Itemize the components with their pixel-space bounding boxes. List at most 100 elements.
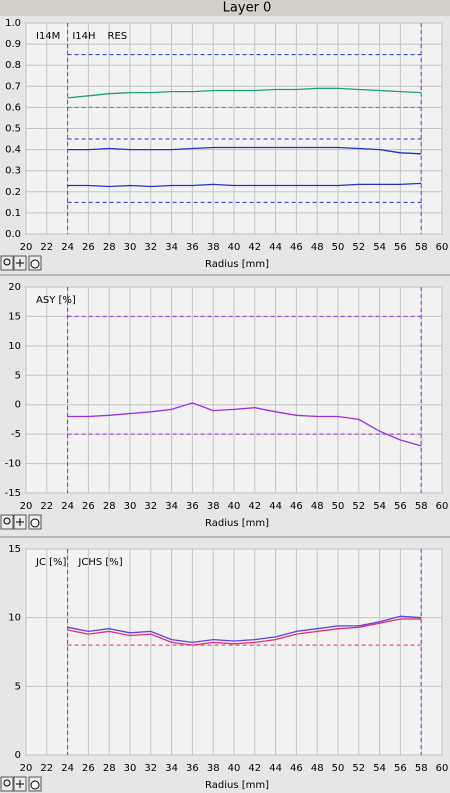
x-tick-label: 34 bbox=[165, 242, 178, 253]
x-tick-label: 56 bbox=[394, 242, 407, 253]
x-tick-label: 54 bbox=[373, 763, 386, 774]
pan-icon bbox=[30, 518, 40, 528]
x-tick-label: 58 bbox=[415, 501, 428, 512]
legend-entry: I14H bbox=[72, 31, 95, 42]
x-tick-label: 38 bbox=[207, 501, 220, 512]
x-tick-label: 20 bbox=[20, 501, 33, 512]
x-tick-label: 28 bbox=[103, 242, 116, 253]
x-tick-label: 52 bbox=[352, 242, 365, 253]
x-tick-label: 28 bbox=[103, 501, 116, 512]
zoom-icon bbox=[3, 258, 11, 266]
y-tick-label: 15 bbox=[8, 544, 21, 555]
legend-entry: I14M bbox=[36, 31, 60, 42]
x-tick-label: 24 bbox=[61, 501, 74, 512]
x-tick-label: 56 bbox=[394, 501, 407, 512]
x-tick-label: 40 bbox=[228, 242, 241, 253]
y-tick-label: 0.6 bbox=[5, 102, 21, 113]
legend-entry: JC [%] bbox=[35, 557, 67, 568]
x-tick-label: 44 bbox=[269, 242, 282, 253]
y-tick-label: 0.9 bbox=[5, 39, 21, 50]
page-title: Layer 0 bbox=[223, 1, 272, 16]
x-tick-label: 48 bbox=[311, 242, 324, 253]
y-tick-label: 0.7 bbox=[5, 81, 21, 92]
x-tick-label: 60 bbox=[436, 501, 449, 512]
x-tick-label: 26 bbox=[82, 763, 95, 774]
x-tick-label: 42 bbox=[248, 242, 261, 253]
y-tick-label: 0.0 bbox=[5, 229, 21, 240]
y-tick-label: 0.5 bbox=[5, 124, 21, 135]
x-tick-label: 26 bbox=[82, 242, 95, 253]
x-axis-label: Radius [mm] bbox=[205, 259, 269, 270]
x-tick-label: 36 bbox=[186, 242, 199, 253]
x-tick-label: 52 bbox=[352, 763, 365, 774]
x-tick-label: 36 bbox=[186, 501, 199, 512]
x-tick-label: 30 bbox=[124, 501, 137, 512]
zoom-button[interactable] bbox=[0, 255, 14, 271]
x-tick-label: 42 bbox=[248, 501, 261, 512]
x-tick-label: 30 bbox=[124, 242, 137, 253]
y-tick-label: 0.2 bbox=[5, 187, 21, 198]
series-line bbox=[67, 615, 422, 644]
y-tick-label: 20 bbox=[8, 282, 21, 293]
pan-icon bbox=[30, 780, 40, 790]
y-tick-label: -15 bbox=[5, 488, 21, 499]
x-tick-label: 38 bbox=[207, 763, 220, 774]
x-tick-label: 40 bbox=[228, 763, 241, 774]
y-tick-label: 0.1 bbox=[5, 208, 21, 219]
x-tick-label: 48 bbox=[311, 763, 324, 774]
x-tick-label: 50 bbox=[332, 242, 345, 253]
x-tick-label: 20 bbox=[20, 763, 33, 774]
x-tick-label: 44 bbox=[269, 763, 282, 774]
y-tick-label: -10 bbox=[5, 459, 21, 470]
x-tick-label: 48 bbox=[311, 501, 324, 512]
x-tick-label: 46 bbox=[290, 501, 303, 512]
x-tick-label: 22 bbox=[40, 501, 53, 512]
x-tick-label: 30 bbox=[124, 763, 137, 774]
x-tick-label: 60 bbox=[436, 763, 449, 774]
x-tick-label: 42 bbox=[248, 763, 261, 774]
x-tick-label: 50 bbox=[332, 763, 345, 774]
x-tick-label: 54 bbox=[373, 501, 386, 512]
series-line bbox=[67, 618, 422, 646]
title-bar bbox=[0, 0, 450, 16]
zoom-button[interactable] bbox=[0, 776, 14, 792]
x-tick-label: 34 bbox=[165, 763, 178, 774]
zoom-button[interactable] bbox=[0, 514, 14, 530]
x-tick-label: 40 bbox=[228, 501, 241, 512]
x-tick-label: 56 bbox=[394, 763, 407, 774]
y-tick-label: -5 bbox=[11, 429, 21, 440]
series-line bbox=[67, 87, 422, 99]
x-tick-label: 58 bbox=[415, 763, 428, 774]
y-tick-label: 10 bbox=[8, 613, 21, 624]
x-tick-label: 46 bbox=[290, 242, 303, 253]
x-tick-label: 24 bbox=[61, 763, 74, 774]
legend-entry: RES bbox=[108, 31, 128, 42]
series-line bbox=[67, 182, 422, 188]
x-axis-label: Radius [mm] bbox=[205, 780, 269, 791]
x-tick-label: 58 bbox=[415, 242, 428, 253]
y-tick-label: 0 bbox=[15, 400, 21, 411]
x-tick-label: 52 bbox=[352, 501, 365, 512]
x-tick-label: 46 bbox=[290, 763, 303, 774]
x-tick-label: 28 bbox=[103, 763, 116, 774]
y-tick-label: 0.4 bbox=[5, 145, 21, 156]
series-line bbox=[67, 146, 422, 155]
y-tick-label: 10 bbox=[8, 341, 21, 352]
y-tick-label: 1.0 bbox=[5, 18, 21, 29]
y-tick-label: 0 bbox=[15, 750, 21, 761]
legend-entry: ASY [%] bbox=[36, 295, 76, 306]
x-tick-label: 38 bbox=[207, 242, 220, 253]
y-tick-label: 15 bbox=[8, 311, 21, 322]
x-tick-label: 24 bbox=[61, 242, 74, 253]
x-tick-label: 32 bbox=[144, 501, 157, 512]
x-tick-label: 44 bbox=[269, 501, 282, 512]
y-tick-label: 0.8 bbox=[5, 60, 21, 71]
x-tick-label: 34 bbox=[165, 501, 178, 512]
x-tick-label: 22 bbox=[40, 242, 53, 253]
x-tick-label: 36 bbox=[186, 763, 199, 774]
zoom-icon bbox=[3, 517, 11, 525]
x-tick-label: 20 bbox=[20, 242, 33, 253]
x-tick-label: 32 bbox=[144, 763, 157, 774]
y-tick-label: 5 bbox=[15, 681, 21, 692]
y-tick-label: 5 bbox=[15, 370, 21, 381]
